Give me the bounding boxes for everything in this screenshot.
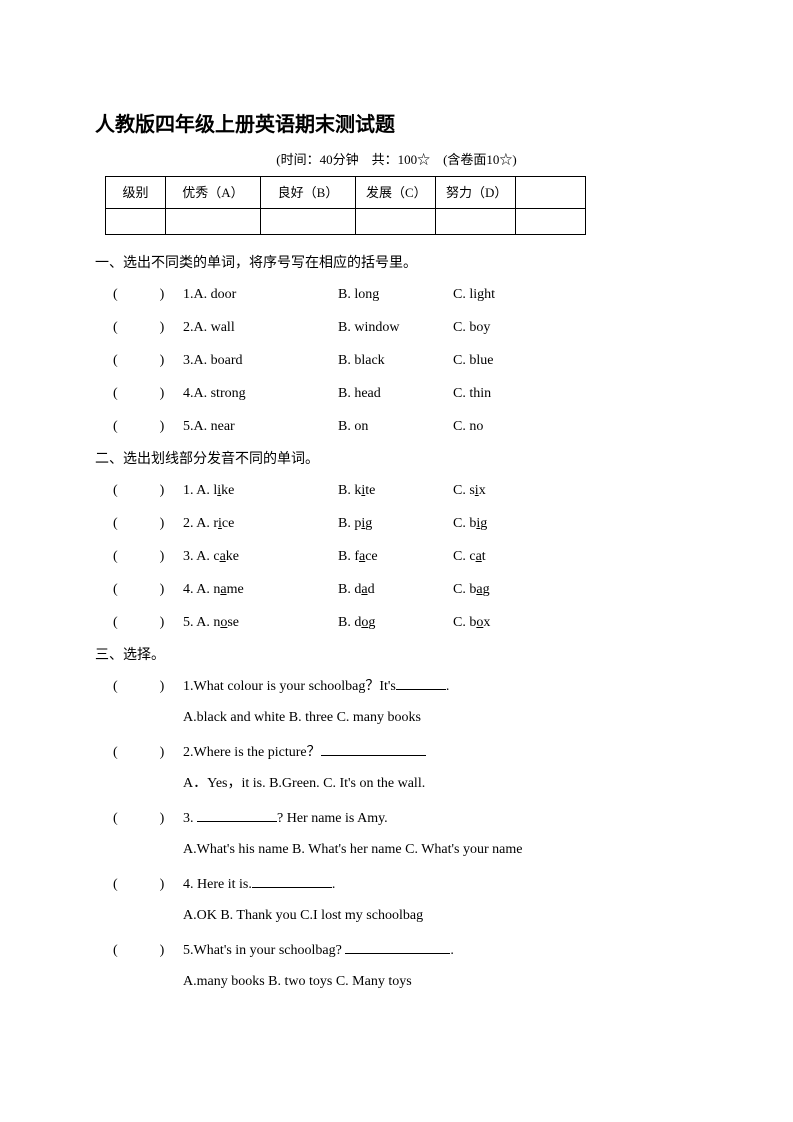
q-opt-b: B. dog <box>338 612 453 633</box>
section3-q2: ( ) 2.Where is the picture？ A．Yes，it is.… <box>113 742 698 794</box>
section1-question: ( )2.A. wallB. windowC. boy <box>113 317 698 338</box>
section3-q4: ( ) 4. Here it is.. A.OK B. Thank you C.… <box>113 874 698 926</box>
q-opt-a: 4. A. name <box>183 579 338 600</box>
grade-blank <box>166 209 261 235</box>
q-opt-c: C. blue <box>453 350 493 371</box>
section1-list: ( )1.A. doorB. longC. light( )2.A. wallB… <box>95 284 698 437</box>
q-num-a: 2.A. wall <box>183 317 338 338</box>
q-opt-c: C. boy <box>453 317 490 338</box>
paren: ( ) <box>113 579 183 600</box>
q2-options: A．Yes，it is. B.Green. C. It's on the wal… <box>183 773 698 794</box>
q-opt-c: C. thin <box>453 383 491 404</box>
q-opt-b: B. dad <box>338 579 453 600</box>
q-num-a: 5.A. near <box>183 416 338 437</box>
section1-question: ( )4.A. strongB. headC. thin <box>113 383 698 404</box>
section1-heading: 一、选出不同类的单词，将序号写在相应的括号里。 <box>95 253 698 274</box>
grade-blank <box>261 209 356 235</box>
paren: ( ) <box>113 416 183 437</box>
q3-stem: 3. ? Her name is Amy. <box>183 808 388 829</box>
paren: ( ) <box>113 350 183 371</box>
grade-blank <box>516 209 586 235</box>
paren: ( ) <box>113 612 183 633</box>
paren: ( ) <box>113 513 183 534</box>
q-opt-b: B. kite <box>338 480 453 501</box>
section2-heading: 二、选出划线部分发音不同的单词。 <box>95 449 698 470</box>
section3-q3: ( ) 3. ? Her name is Amy. A.What's his n… <box>113 808 698 860</box>
section2-question: ( )1. A. likeB. kiteC. six <box>113 480 698 501</box>
q5-options: A.many books B. two toys C. Many toys <box>183 971 698 992</box>
q-opt-c: C. no <box>453 416 483 437</box>
grade-blank <box>106 209 166 235</box>
paren: ( ) <box>113 383 183 404</box>
q-opt-c: C. six <box>453 480 486 501</box>
q-opt-b: B. long <box>338 284 453 305</box>
paren: ( ) <box>113 808 183 829</box>
section2-question: ( )5. A. noseB. dogC. box <box>113 612 698 633</box>
q-opt-b: B. pig <box>338 513 453 534</box>
section3-q5: ( ) 5.What's in your schoolbag? . A.many… <box>113 940 698 992</box>
section1-question: ( )1.A. doorB. longC. light <box>113 284 698 305</box>
q-opt-b: B. window <box>338 317 453 338</box>
paren: ( ) <box>113 480 183 501</box>
grade-col-b: 良好（B） <box>261 176 356 209</box>
q4-stem: 4. Here it is.. <box>183 874 335 895</box>
grade-blank <box>436 209 516 235</box>
q3-options: A.What's his name B. What's her name C. … <box>183 839 698 860</box>
section2-question: ( )3. A. cakeB. faceC. cat <box>113 546 698 567</box>
q-opt-b: B. on <box>338 416 453 437</box>
q1-options: A.black and white B. three C. many books <box>183 707 698 728</box>
paren: ( ) <box>113 940 183 961</box>
q-opt-c: C. box <box>453 612 490 633</box>
page-title: 人教版四年级上册英语期末测试题 <box>95 110 698 140</box>
paren: ( ) <box>113 742 183 763</box>
q-opt-a: 5. A. nose <box>183 612 338 633</box>
grade-blank <box>356 209 436 235</box>
section1-question: ( )5.A. nearB. onC. no <box>113 416 698 437</box>
q-opt-b: B. black <box>338 350 453 371</box>
q-opt-b: B. face <box>338 546 453 567</box>
grade-table: 级别 优秀（A） 良好（B） 发展（C） 努力（D） <box>105 176 586 236</box>
q-opt-c: C. cat <box>453 546 486 567</box>
section2-question: ( )4. A. nameB. dadC. bag <box>113 579 698 600</box>
q-opt-c: C. light <box>453 284 495 305</box>
section2-question: ( )2. A. riceB. pigC. big <box>113 513 698 534</box>
grade-col-a: 优秀（A） <box>166 176 261 209</box>
q-opt-a: 3. A. cake <box>183 546 338 567</box>
paren: ( ) <box>113 676 183 697</box>
section3-q1: ( ) 1.What colour is your schoolbag？It's… <box>113 676 698 728</box>
page-subtitle: (时间：40分钟 共：100☆ (含卷面10☆) <box>95 150 698 170</box>
grade-label: 级别 <box>106 176 166 209</box>
q-num-a: 1.A. door <box>183 284 338 305</box>
grade-col-c: 发展（C） <box>356 176 436 209</box>
q5-stem: 5.What's in your schoolbag? . <box>183 940 454 961</box>
section3-heading: 三、选择。 <box>95 645 698 666</box>
q-opt-a: 2. A. rice <box>183 513 338 534</box>
grade-col-d: 努力（D） <box>436 176 516 209</box>
q-opt-c: C. bag <box>453 579 490 600</box>
q-num-a: 4.A. strong <box>183 383 338 404</box>
section1-question: ( )3.A. boardB. blackC. blue <box>113 350 698 371</box>
q2-stem: 2.Where is the picture？ <box>183 742 426 763</box>
grade-col-empty <box>516 176 586 209</box>
q-num-a: 3.A. board <box>183 350 338 371</box>
q-opt-b: B. head <box>338 383 453 404</box>
paren: ( ) <box>113 546 183 567</box>
q4-options: A.OK B. Thank you C.I lost my schoolbag <box>183 905 698 926</box>
q-opt-a: 1. A. like <box>183 480 338 501</box>
q-opt-c: C. big <box>453 513 487 534</box>
paren: ( ) <box>113 284 183 305</box>
paren: ( ) <box>113 874 183 895</box>
q1-stem: 1.What colour is your schoolbag？It's. <box>183 676 449 697</box>
paren: ( ) <box>113 317 183 338</box>
section2-list: ( )1. A. likeB. kiteC. six( )2. A. riceB… <box>95 480 698 633</box>
